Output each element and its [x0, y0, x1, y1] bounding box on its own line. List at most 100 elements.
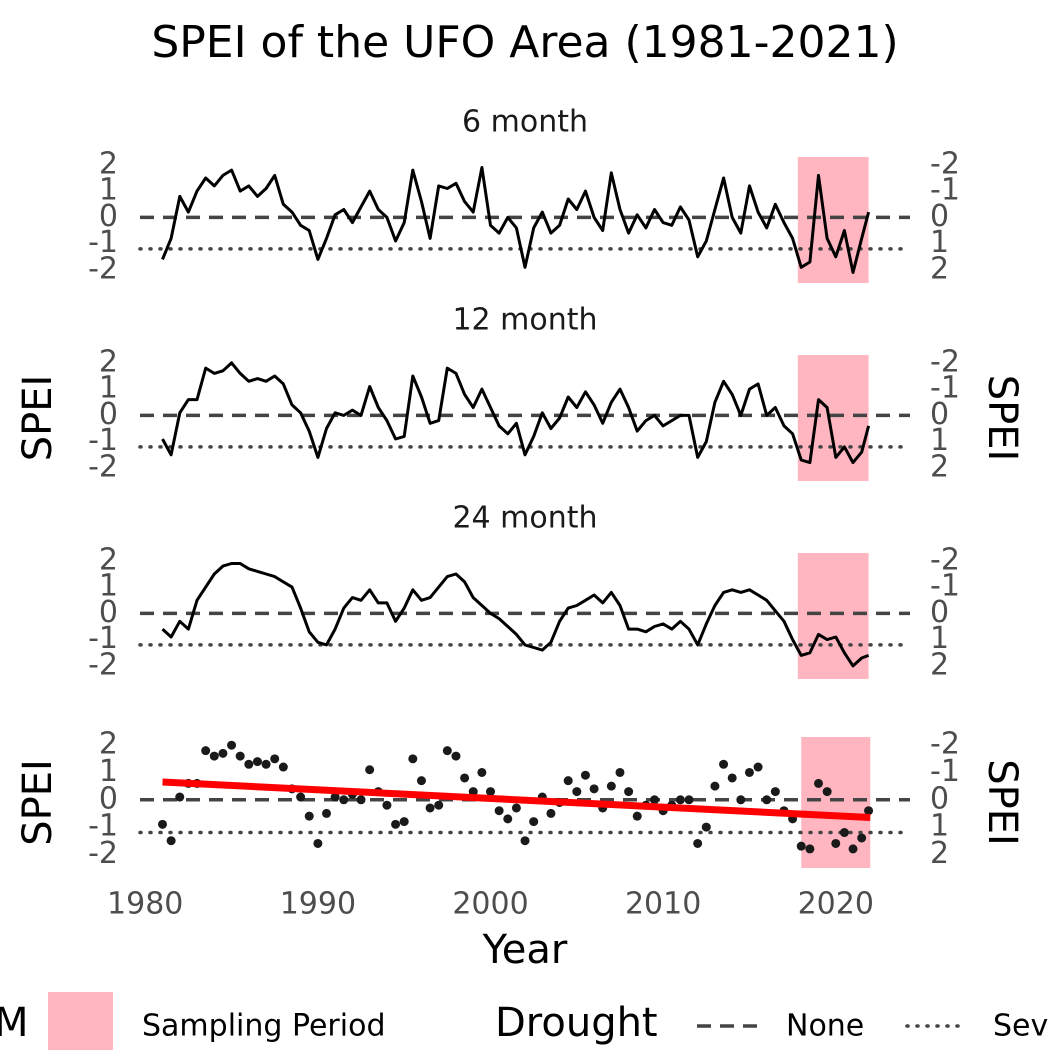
spei-point: [166, 836, 176, 846]
spei-point: [632, 811, 642, 821]
x-tick-label: 2020: [798, 887, 874, 922]
spei-point: [451, 751, 461, 761]
spei-point: [477, 767, 487, 777]
panel-title: 6 month: [462, 105, 588, 140]
y-axis-label: SPEI: [15, 759, 61, 846]
spei-point: [693, 838, 703, 848]
spei-point: [304, 811, 314, 821]
spei-point: [839, 828, 849, 838]
y2-tick-label: 2: [930, 647, 949, 682]
x-tick-label: 2000: [452, 887, 528, 922]
spei-point: [684, 795, 694, 805]
y-tick-label: 1: [99, 371, 118, 406]
spei-point: [460, 773, 470, 783]
spei-line: [161, 562, 870, 668]
spei-point: [391, 819, 401, 829]
spei-point: [675, 795, 685, 805]
spei-point: [589, 784, 599, 794]
spei-point: [857, 833, 867, 843]
spei-point: [175, 792, 185, 802]
spei-line: [161, 361, 871, 465]
spei-point: [235, 751, 245, 761]
spei-point: [227, 740, 237, 750]
spei-point: [201, 746, 211, 756]
spei-point: [529, 817, 539, 827]
y-tick-label: 1: [99, 173, 118, 208]
spei-point: [805, 844, 815, 854]
legend-label: Sampling Period: [142, 1009, 386, 1044]
y-tick-label: -1: [88, 621, 118, 656]
y2-tick-label: -1: [930, 754, 960, 789]
y-tick-label: 0: [99, 781, 118, 816]
x-axis-label: Year: [482, 927, 568, 973]
spei-point: [796, 841, 806, 851]
spei-point: [814, 778, 824, 788]
spei-point: [486, 787, 496, 797]
y2-tick-label: 0: [930, 397, 949, 432]
spei-point: [848, 844, 858, 854]
legend-label: None: [786, 1009, 864, 1044]
y2-tick-label: 1: [930, 225, 949, 260]
y2-tick-label: -2: [930, 146, 960, 181]
y-tick-label: -2: [88, 251, 118, 286]
spei-point: [511, 803, 521, 813]
spei-point: [468, 787, 478, 797]
y2-tick-label: 1: [930, 621, 949, 656]
spei-point: [339, 795, 349, 805]
spei-point: [261, 759, 271, 769]
spei-point: [572, 787, 582, 797]
y2-tick-label: 0: [930, 595, 949, 630]
y-tick-label: -1: [88, 225, 118, 260]
spei-point: [313, 838, 323, 848]
spei-point: [252, 757, 262, 767]
spei-point: [701, 822, 711, 832]
spei-point: [762, 795, 772, 805]
spei-point: [503, 814, 513, 824]
y-tick-label: 0: [99, 397, 118, 432]
spei-point: [296, 792, 306, 802]
spei-point: [278, 762, 288, 772]
spei-point: [580, 770, 590, 780]
y-axis-label: SPEI: [15, 375, 61, 462]
spei-point: [322, 808, 332, 818]
spei-point: [546, 808, 556, 818]
y2-tick-label: 1: [930, 423, 949, 458]
legend-title: Drought: [495, 1000, 658, 1046]
y-tick-label: -2: [88, 647, 118, 682]
legend-title: M: [0, 1000, 29, 1046]
spei-point: [330, 792, 340, 802]
y-tick-label: 2: [99, 146, 118, 181]
spei-point: [520, 836, 530, 846]
y2-tick-label: 2: [930, 836, 949, 871]
spei-point: [727, 773, 737, 783]
spei-point: [218, 748, 228, 758]
sampling-period: [797, 553, 869, 679]
spei-point: [753, 762, 763, 772]
spei-point: [494, 806, 504, 816]
spei-point: [382, 800, 392, 810]
spei-point: [442, 746, 452, 756]
spei-point: [209, 751, 219, 761]
spei-point: [710, 781, 720, 791]
spei-point: [408, 754, 418, 764]
spei-point: [399, 817, 409, 827]
spei-point: [270, 754, 280, 764]
y-tick-label: -1: [88, 423, 118, 458]
spei-point: [719, 759, 729, 769]
y2-tick-label: 2: [930, 449, 949, 484]
legend-swatch: [48, 992, 113, 1050]
spei-point: [744, 767, 754, 777]
y-tick-label: -2: [88, 449, 118, 484]
spei-point: [770, 787, 780, 797]
y2-tick-label: 0: [930, 781, 949, 816]
y2-axis-label: SPEI: [979, 375, 1025, 462]
panel-title: 24 month: [452, 501, 597, 536]
spei-point: [606, 781, 616, 791]
spei-point: [425, 803, 435, 813]
x-tick-label: 2010: [625, 887, 701, 922]
spei-point: [365, 765, 375, 775]
y2-axis-label: SPEI: [979, 759, 1025, 846]
trend-line: [162, 778, 871, 822]
y2-tick-label: 1: [930, 809, 949, 844]
